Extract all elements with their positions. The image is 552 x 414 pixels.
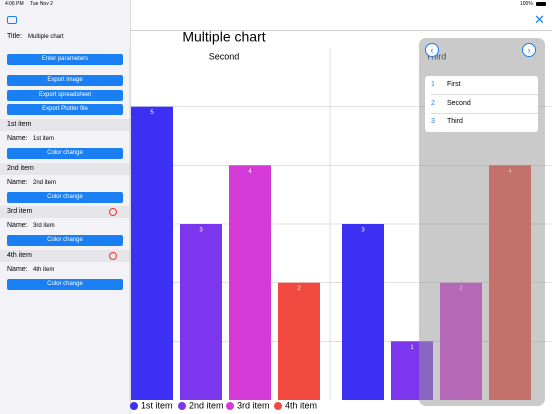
- name-label: Name:: [7, 222, 28, 230]
- bar: [229, 165, 271, 400]
- legend-label: 4th item: [285, 400, 317, 410]
- value-label: 2: [297, 286, 301, 292]
- remove-button[interactable]: [109, 252, 117, 261]
- button[interactable]: Export Plotter file: [7, 104, 123, 115]
- status-time: 4:06 PM: [5, 1, 24, 7]
- value-label: 1: [410, 345, 414, 351]
- item-header: 4th item: [0, 250, 130, 263]
- name-label: Name:: [7, 135, 28, 142]
- title-field[interactable]: Multiple chart: [28, 34, 64, 40]
- panel-title: Second: [209, 51, 240, 61]
- button[interactable]: Color change: [7, 148, 123, 159]
- button[interactable]: Color change: [7, 191, 123, 203]
- bar: [342, 224, 384, 400]
- value-label: 3: [199, 228, 203, 234]
- item-header: 2nd item: [0, 162, 130, 175]
- name-field[interactable]: 1st item: [33, 136, 55, 142]
- legend-swatch: [274, 402, 282, 410]
- legend-label: 1st item: [141, 400, 173, 410]
- title-label: Title:: [7, 33, 22, 40]
- value-label: 3: [361, 228, 365, 234]
- legend-label: 2nd item: [189, 400, 224, 410]
- legend-label: 3rd item: [237, 400, 270, 410]
- button[interactable]: Color change: [7, 235, 123, 247]
- bar: [278, 282, 320, 400]
- status-battery: 100%: [520, 1, 533, 7]
- row-label[interactable]: Second: [447, 99, 471, 107]
- next-button[interactable]: ›: [522, 43, 536, 57]
- legend-swatch: [178, 402, 186, 410]
- item-header: 1st item: [0, 119, 130, 131]
- prev-button[interactable]: ‹: [425, 43, 439, 57]
- row-number: 2: [431, 99, 435, 107]
- bar: [180, 224, 222, 400]
- bar: [131, 106, 173, 401]
- value-label: 5: [150, 110, 154, 116]
- button[interactable]: Color change: [7, 279, 123, 291]
- legend-swatch: [226, 402, 234, 410]
- name-label: Name:: [7, 178, 28, 186]
- row-label[interactable]: First: [447, 81, 461, 88]
- button[interactable]: Enter parameters: [7, 54, 123, 65]
- legend-swatch: [130, 402, 138, 410]
- row-number: 1: [431, 81, 435, 88]
- name-field[interactable]: 4th item: [33, 267, 55, 274]
- item-header: 3rd item: [0, 206, 130, 219]
- popover-list: 1 First 2 Second 3 Third: [425, 76, 538, 132]
- row-label[interactable]: Third: [447, 118, 463, 126]
- name-field[interactable]: 2nd item: [33, 179, 57, 186]
- row-number: 3: [431, 118, 435, 126]
- row-divider: [431, 112, 538, 114]
- remove-button[interactable]: [109, 208, 117, 217]
- name-label: Name:: [7, 266, 28, 274]
- battery-icon: [536, 2, 546, 6]
- chart-title: Multiple chart: [182, 29, 265, 45]
- status-date: Tue Nov 2: [30, 1, 53, 7]
- button[interactable]: Export spreadsheet: [7, 90, 123, 101]
- button[interactable]: Export image: [7, 75, 123, 86]
- value-label: 4: [248, 169, 252, 175]
- sidebar-toggle[interactable]: [7, 16, 17, 24]
- name-field[interactable]: 3rd item: [33, 223, 55, 230]
- toolbar-divider: [130, 30, 552, 31]
- row-divider: [431, 94, 538, 95]
- close-button[interactable]: ✕: [534, 12, 545, 27]
